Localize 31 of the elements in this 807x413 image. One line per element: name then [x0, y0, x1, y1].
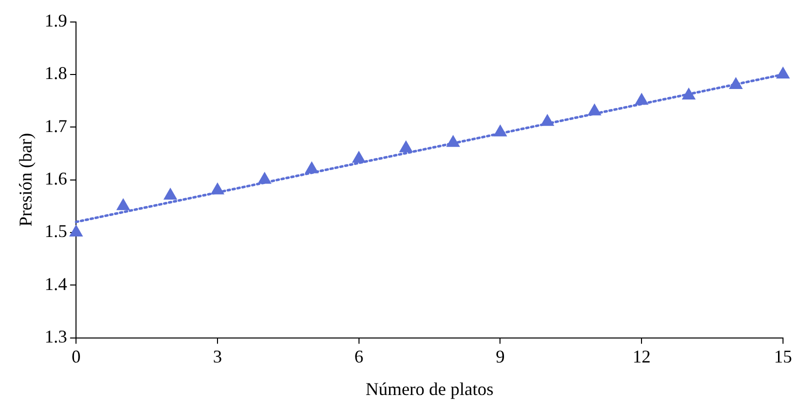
x-tick-label: 3 — [212, 346, 222, 366]
point — [399, 140, 413, 152]
point — [729, 78, 742, 89]
x-tick-label: 12 — [632, 346, 651, 366]
y-tick-label: 1.8 — [44, 63, 68, 84]
y-tick-label: 1.9 — [44, 10, 68, 31]
y-tick-label: 1.5 — [44, 221, 68, 242]
point — [210, 182, 224, 194]
point — [540, 114, 554, 126]
point — [682, 88, 696, 100]
point — [635, 93, 648, 105]
x-tick-label: 9 — [496, 346, 505, 366]
point — [258, 172, 272, 184]
point — [776, 66, 790, 78]
y-tick-label: 1.7 — [44, 116, 68, 136]
point — [70, 224, 83, 236]
point — [305, 162, 318, 174]
point — [116, 198, 130, 210]
x-axis-title: Número de platos — [366, 378, 494, 399]
y-tick-label: 1.6 — [44, 168, 68, 189]
x-tick-label: 15 — [774, 346, 792, 366]
y-axis-title: Presión (bar) — [16, 133, 36, 227]
x-tick-label: 0 — [72, 346, 81, 366]
point — [588, 104, 602, 116]
y-tick-label: 1.4 — [44, 274, 68, 294]
point — [446, 135, 460, 147]
x-tick-label: 6 — [354, 346, 364, 366]
y-tick-label: 1.3 — [44, 326, 68, 347]
point — [352, 151, 366, 163]
point — [494, 124, 507, 136]
point — [164, 188, 177, 200]
